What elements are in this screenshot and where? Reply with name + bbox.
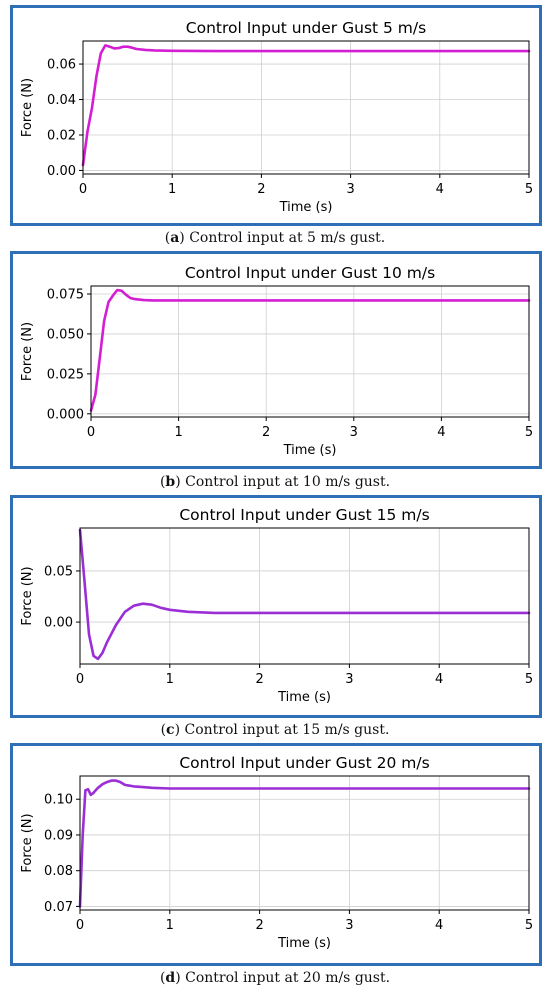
caption-a: (a) Control input at 5 m/s gust. xyxy=(164,230,386,246)
x-tick-label-a-3: 3 xyxy=(346,182,354,197)
x-tick-label-d-3: 3 xyxy=(345,918,353,933)
caption-text-a: Control input at 5 m/s gust. xyxy=(184,230,386,246)
caption-letter-d: d xyxy=(165,970,176,986)
x-tick-label-a-0: 0 xyxy=(79,182,87,197)
x-tick-label-c-4: 4 xyxy=(435,672,443,687)
series-line-d xyxy=(78,779,531,908)
y-tick-label-d-2: 0.09 xyxy=(44,828,73,843)
y-tick-label-b-0: 0.000 xyxy=(47,407,84,422)
y-tick-label-d-0: 0.07 xyxy=(44,900,73,915)
x-axis-label-d: Time (s) xyxy=(277,936,331,951)
y-axis-label-c: Force (N) xyxy=(20,566,35,625)
chart-svg-d: 0 1 2 3 4 5 0.07 0.08 0.09 0.10 Control Input unde… xyxy=(20,754,533,951)
y-tick-label-d-3: 0.10 xyxy=(44,793,73,808)
y-tick-label-a-3: 0.06 xyxy=(47,58,76,73)
chart-title-d: Control Input under Gust 20 m/s xyxy=(179,754,429,772)
x-tick-label-a-2: 2 xyxy=(257,182,265,197)
y-tick-label-c-0: 0.00 xyxy=(44,616,73,631)
chart-panel-b: 0 1 2 3 4 5 0.000 0.025 0.050 0.075 Control Input … xyxy=(10,251,542,469)
plot-frame-d xyxy=(79,775,530,911)
caption-letter-c: c xyxy=(166,722,175,738)
y-tick-label-a-1: 0.02 xyxy=(47,128,76,143)
x-tick-label-a-5: 5 xyxy=(525,182,533,197)
x-tick-label-c-1: 1 xyxy=(166,672,174,687)
x-tick-label-d-4: 4 xyxy=(435,918,443,933)
y-tick-label-d-1: 0.08 xyxy=(44,864,73,879)
x-axis-label-c: Time (s) xyxy=(277,690,331,705)
y-tick-label-a-2: 0.04 xyxy=(47,93,76,108)
chart-panel-a: 0 1 2 3 4 5 0.00 0.02 0.04 0.06 Control Input unde… xyxy=(10,5,542,226)
y-axis-label-d: Force (N) xyxy=(20,813,35,872)
chart-svg-c: 0 1 2 3 4 5 0.00 0.05 Control Input under Gust 1… xyxy=(20,506,533,705)
caption-text-b: Control input at 10 m/s gust. xyxy=(180,474,391,490)
series-line-c xyxy=(78,528,531,661)
caption-b: (b) Control input at 10 m/s gust. xyxy=(159,474,391,490)
chart-panel-d: 0 1 2 3 4 5 0.07 0.08 0.09 0.10 Control Input unde… xyxy=(10,743,542,966)
caption-text-c: Control input at 15 m/s gust. xyxy=(180,722,390,738)
x-tick-label-b-2: 2 xyxy=(262,425,270,440)
x-tick-label-b-3: 3 xyxy=(350,425,358,440)
chart-panel-c: 0 1 2 3 4 5 0.00 0.05 Control Input under Gust 1… xyxy=(10,495,542,718)
chart-svg-b: 0 1 2 3 4 5 0.000 0.025 0.050 0.075 Control Input … xyxy=(20,264,533,458)
x-tick-label-c-3: 3 xyxy=(345,672,353,687)
x-tick-label-c-5: 5 xyxy=(525,672,533,687)
y-axis-label-b: Force (N) xyxy=(20,322,35,381)
y-axis-label-a: Force (N) xyxy=(20,78,35,137)
plot-frame-c xyxy=(79,527,530,665)
x-tick-label-d-0: 0 xyxy=(76,918,84,933)
x-tick-label-d-5: 5 xyxy=(525,918,533,933)
x-tick-label-a-1: 1 xyxy=(168,182,176,197)
x-tick-label-b-5: 5 xyxy=(525,425,533,440)
y-tick-label-b-1: 0.025 xyxy=(47,367,84,382)
chart-title-a: Control Input under Gust 5 m/s xyxy=(186,19,426,37)
x-tick-label-d-1: 1 xyxy=(166,918,174,933)
y-tick-label-c-1: 0.05 xyxy=(44,564,73,579)
y-tick-label-a-0: 0.00 xyxy=(47,164,76,179)
series-line-b xyxy=(89,288,531,412)
x-tick-label-b-1: 1 xyxy=(174,425,182,440)
x-tick-label-a-4: 4 xyxy=(436,182,444,197)
series-line-a xyxy=(81,44,531,167)
y-tick-label-b-3: 0.075 xyxy=(47,287,84,302)
x-tick-label-b-0: 0 xyxy=(87,425,95,440)
x-tick-label-b-4: 4 xyxy=(437,425,445,440)
plot-frame-b xyxy=(90,285,530,418)
y-tick-label-b-2: 0.050 xyxy=(47,327,84,342)
chart-title-c: Control Input under Gust 15 m/s xyxy=(179,506,429,524)
caption-text-d: Control input at 20 m/s gust. xyxy=(180,970,391,986)
caption-d: (d) Control input at 20 m/s gust. xyxy=(159,970,391,986)
x-axis-label-a: Time (s) xyxy=(279,200,333,215)
x-tick-label-c-0: 0 xyxy=(76,672,84,687)
x-axis-label-b: Time (s) xyxy=(283,443,337,458)
x-tick-label-d-2: 2 xyxy=(255,918,263,933)
caption-c: (c) Control input at 15 m/s gust. xyxy=(160,722,390,738)
chart-title-b: Control Input under Gust 10 m/s xyxy=(185,264,435,282)
plot-frame-a xyxy=(82,40,530,175)
chart-svg-a: 0 1 2 3 4 5 0.00 0.02 0.04 0.06 Control Input unde… xyxy=(20,19,533,215)
caption-letter-b: b xyxy=(165,474,176,490)
x-tick-label-c-2: 2 xyxy=(255,672,263,687)
caption-letter-a: a xyxy=(170,230,180,246)
